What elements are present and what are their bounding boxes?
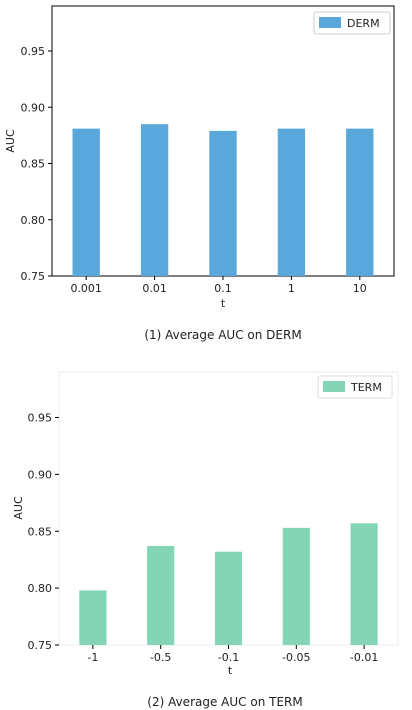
chart-2-bar-0	[79, 590, 107, 645]
chart-1-xtick-label-3: 1	[288, 282, 295, 295]
chart-2-ytick-label-2: 0.85	[28, 525, 53, 538]
chart-2-bar-2	[214, 551, 243, 645]
chart-1-ytick-label-0: 0.75	[21, 270, 46, 283]
chart-2-xtick-label-0: -1	[87, 651, 98, 664]
chart-2-ytick-label-1: 0.80	[28, 582, 53, 595]
chart-1-ytick-label-4: 0.95	[21, 45, 46, 58]
chart-2-xtick-label-4: -0.01	[350, 651, 378, 664]
chart-1-xtick-label-2: 0.1	[214, 282, 232, 295]
chart-1-caption: (1) Average AUC on DERM	[144, 328, 301, 342]
chart-1-xtick-label-1: 0.01	[142, 282, 167, 295]
chart-2-bar-4	[350, 523, 378, 645]
chart-1-ytick-label-2: 0.85	[21, 158, 46, 171]
chart-1-bar-0	[72, 128, 100, 276]
chart-1-legend-swatch	[319, 17, 341, 28]
chart-2: 0.75 0.80 0.85 0.90 0.95 -1 -0.5 -0.1 -0.05 -0.0…	[12, 371, 399, 709]
chart-2-legend: TERM	[317, 375, 393, 399]
chart-1-xlabel: t	[221, 297, 226, 310]
chart-2-xtick-label-1: -0.5	[150, 651, 171, 664]
chart-2-bar-3	[282, 527, 310, 645]
chart-2-legend-swatch	[323, 381, 345, 392]
chart-2-caption: (2) Average AUC on TERM	[147, 695, 302, 709]
chart-1-ytick-label-3: 0.90	[21, 101, 46, 114]
chart-2-ytick-label-3: 0.90	[28, 468, 53, 481]
chart-1-legend: DERM	[313, 11, 391, 35]
chart-1-xtick-label-0: 0.001	[70, 282, 102, 295]
chart-1: 0.75 0.80 0.85 0.90 0.95 0.001 0.01 0.1 1 10 AUC…	[4, 5, 395, 342]
chart-1-ytick-label-1: 0.80	[21, 214, 46, 227]
chart-2-bar-1	[147, 546, 175, 645]
chart-2-legend-label: TERM	[350, 381, 382, 394]
chart-2-ylabel: AUC	[12, 496, 25, 520]
chart-1-xtick-label-4: 10	[353, 282, 367, 295]
chart-2-ytick-label-4: 0.95	[28, 412, 53, 425]
chart-2-xtick-label-2: -0.1	[218, 651, 239, 664]
chart-1-ylabel: AUC	[4, 129, 17, 153]
chart-2-xtick-label-3: -0.05	[282, 651, 310, 664]
chart-1-bar-1	[140, 124, 169, 276]
chart-2-xlabel: t	[228, 664, 233, 677]
chart-2-ytick-label-0: 0.75	[28, 639, 53, 652]
chart-1-bar-3	[277, 128, 306, 276]
chart-1-legend-label: DERM	[347, 17, 380, 30]
chart-1-bar-2	[209, 130, 237, 276]
chart-1-bar-4	[346, 128, 374, 276]
